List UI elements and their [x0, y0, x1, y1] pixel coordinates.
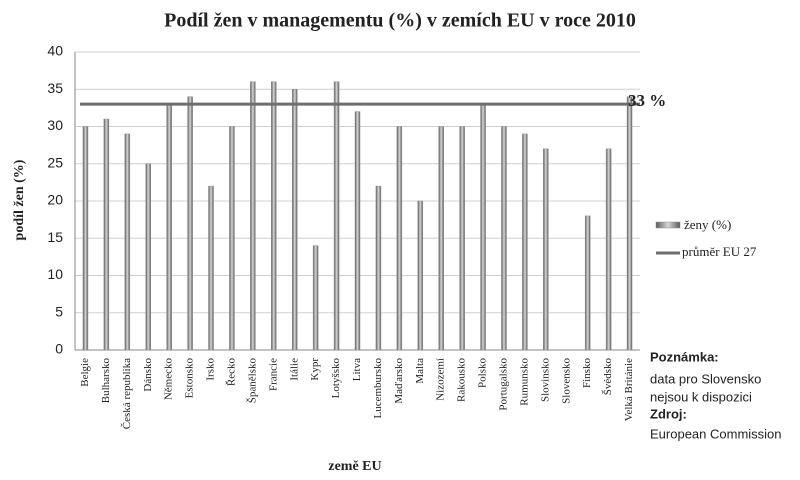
bar — [145, 163, 151, 351]
bar — [417, 200, 424, 351]
bar — [166, 103, 172, 351]
bar — [584, 215, 591, 351]
y-tick-label: 0 — [55, 341, 63, 357]
x-tick-label: Švédsko — [602, 358, 614, 396]
bar — [626, 96, 633, 351]
x-tick-label: Portugalsko — [498, 358, 510, 411]
bar — [124, 133, 131, 351]
bar — [103, 118, 110, 351]
x-tick-label: Slovinsko — [539, 358, 551, 403]
average-label: 33 % — [628, 91, 666, 110]
x-tick-label: Bulharsko — [100, 358, 112, 404]
y-tick-label: 5 — [55, 303, 63, 319]
y-tick-label: 35 — [47, 80, 63, 96]
x-tick-label: Irsko — [205, 358, 217, 381]
x-tick-label: Česká republika — [121, 358, 133, 429]
chart-title: Podíl žen v managementu (%) v zemích EU … — [164, 10, 636, 32]
note-line: data pro Slovensko — [650, 371, 761, 386]
bar — [396, 126, 403, 351]
x-tick-label: Slovensko — [560, 358, 572, 404]
legend-label: ženy (%) — [684, 217, 731, 232]
note-title: Poznámka: — [650, 349, 719, 364]
x-tick-label: Nizozemí — [435, 358, 447, 401]
y-axis-title: podíl žen (%) — [12, 159, 27, 240]
x-tick-label: Německo — [163, 358, 175, 401]
bar — [605, 148, 612, 351]
x-tick-label: Velká Británie — [623, 358, 635, 421]
source: European Commission — [650, 426, 782, 441]
y-tick-label: 25 — [47, 154, 63, 170]
bar — [501, 126, 507, 351]
x-axis-title: země EU — [328, 459, 381, 474]
x-tick-label: Malta — [414, 358, 426, 384]
x-tick-label: Finsko — [581, 358, 593, 388]
bar — [291, 89, 298, 351]
bar — [375, 185, 382, 351]
y-tick-label: 20 — [47, 192, 63, 208]
bar — [543, 148, 549, 351]
bar — [438, 126, 444, 351]
bar — [480, 103, 486, 351]
y-tick-label: 40 — [47, 43, 63, 59]
x-tick-label: Belgie — [79, 358, 91, 387]
bar — [312, 245, 319, 351]
legend-label: průměr EU 27 — [682, 244, 757, 259]
x-tick-label: Kypr — [309, 358, 321, 381]
bar — [522, 133, 528, 351]
bar — [82, 126, 89, 351]
bar — [459, 126, 465, 351]
bar — [187, 96, 193, 351]
x-tick-label: Polsko — [477, 358, 489, 388]
x-tick-label: Rumunsko — [518, 358, 530, 406]
x-tick-label: Francie — [267, 358, 279, 391]
legend-swatch — [655, 221, 681, 229]
x-tick-label: Dánsko — [142, 358, 154, 392]
y-tick-label: 10 — [47, 266, 63, 282]
source-title: Zdroj: — [650, 406, 687, 421]
x-tick-label: Litva — [351, 358, 363, 381]
y-tick-label: 15 — [47, 229, 63, 245]
note-line: nejsou k dispozici — [650, 389, 752, 404]
x-tick-label: Itálie — [288, 358, 300, 381]
bar — [354, 111, 361, 351]
x-tick-label: Estonsko — [184, 358, 196, 399]
y-tick-label: 30 — [47, 117, 63, 133]
bar — [250, 81, 256, 351]
bar — [229, 126, 235, 351]
x-tick-label: Lucembursko — [372, 358, 384, 419]
x-tick-label: Řecko — [225, 358, 237, 387]
bar — [333, 81, 340, 351]
x-tick-label: Španělsko — [246, 358, 258, 404]
bar — [271, 81, 277, 351]
x-tick-label: Maďarsko — [393, 358, 405, 404]
x-tick-label: Rakousko — [456, 358, 468, 403]
x-tick-label: Lotyšsko — [330, 358, 342, 399]
bar — [208, 185, 214, 351]
